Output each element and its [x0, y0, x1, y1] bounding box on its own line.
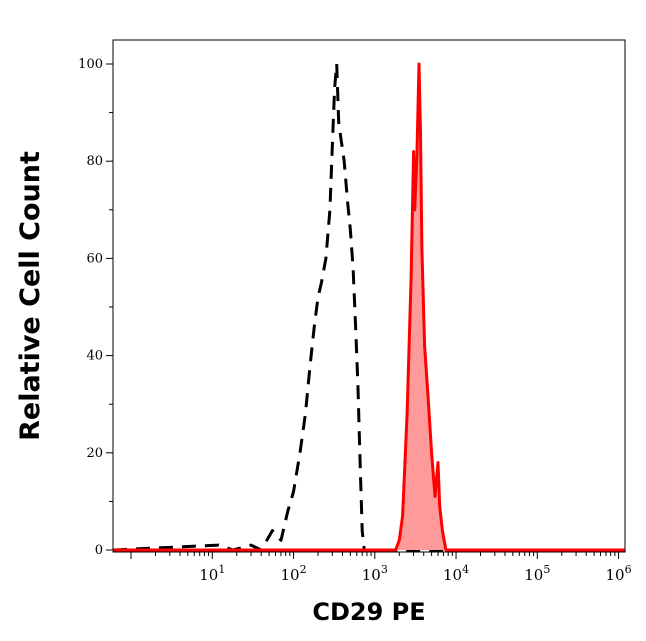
y-tick-label: 20: [86, 446, 103, 461]
x-tick-label: 106: [606, 563, 632, 584]
y-tick-label: 100: [78, 57, 103, 72]
y-tick-label: 40: [86, 349, 103, 364]
series-2-fill: [113, 64, 625, 550]
plot-frame: [112, 39, 626, 553]
x-tick-label: 103: [362, 563, 388, 584]
x-axis-label: CD29 PE: [312, 598, 425, 626]
series-2-line: [113, 62, 625, 552]
y-axis-label: Relative Cell Count: [15, 151, 46, 441]
y-tick-label: 80: [86, 154, 103, 169]
x-tick-label: 104: [443, 563, 469, 584]
axes-layer: 0 20 40 60 80 100 101 102 103 104 105 106: [78, 57, 631, 584]
x-tick-label: 101: [199, 563, 225, 584]
series-1-line: [112, 62, 625, 552]
y-tick-label: 60: [86, 251, 103, 266]
series-layer: [112, 62, 625, 552]
x-tick-label: 102: [280, 563, 306, 584]
x-tick-label: 105: [524, 563, 550, 584]
y-tick-label: 0: [95, 543, 103, 558]
